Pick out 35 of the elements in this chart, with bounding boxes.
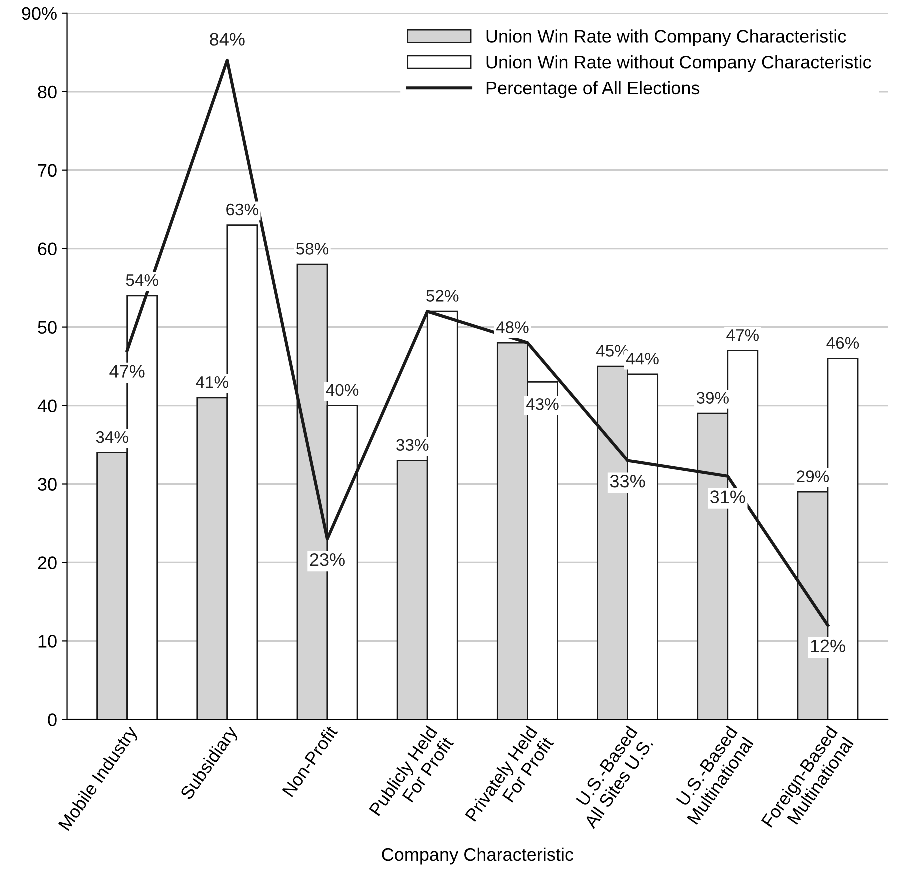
data-label: 39% bbox=[696, 392, 729, 404]
data-label: 40% bbox=[326, 384, 359, 396]
data-label: 47% bbox=[726, 329, 759, 342]
data-label: 31% bbox=[710, 490, 746, 504]
data-label: 47% bbox=[110, 365, 145, 378]
legend-label: Union Win Rate with Company Characteristic bbox=[486, 30, 846, 46]
y-tick-label: 0 bbox=[48, 714, 57, 726]
data-label: 52% bbox=[426, 290, 459, 302]
data-label: 41% bbox=[196, 376, 228, 388]
data-label: 23% bbox=[310, 553, 345, 566]
x-axis-title: Company Characteristic bbox=[382, 848, 574, 865]
data-label: 33% bbox=[610, 474, 646, 488]
y-tick-label: 50 bbox=[38, 321, 57, 334]
data-label: 29% bbox=[797, 470, 830, 482]
y-tick-label: 60 bbox=[38, 242, 57, 256]
y-tick-label: 10 bbox=[38, 635, 57, 648]
y-tick-label: 40 bbox=[38, 400, 57, 412]
data-label: 44% bbox=[626, 353, 659, 365]
data-label: 54% bbox=[126, 274, 158, 286]
y-tick-label: 80 bbox=[38, 86, 57, 99]
data-label: 34% bbox=[96, 431, 128, 444]
legend-label: Union Win Rate without Company Characteristic bbox=[486, 56, 872, 72]
y-tick-label: 30 bbox=[38, 478, 57, 491]
y-tick-label: 20 bbox=[38, 556, 57, 570]
data-label: 33% bbox=[396, 439, 429, 452]
data-label: 48% bbox=[496, 322, 529, 334]
data-label: 58% bbox=[296, 243, 329, 255]
y-tick-label: 70 bbox=[38, 164, 57, 178]
data-label: 12% bbox=[811, 640, 846, 652]
data-label: 46% bbox=[826, 337, 860, 350]
data-label: 43% bbox=[526, 398, 559, 410]
y-tick-label: 90% bbox=[22, 7, 57, 20]
data-label: 63% bbox=[226, 204, 259, 216]
legend-label: Percentage of All Elections bbox=[486, 81, 700, 98]
data-label: 84% bbox=[210, 33, 245, 46]
